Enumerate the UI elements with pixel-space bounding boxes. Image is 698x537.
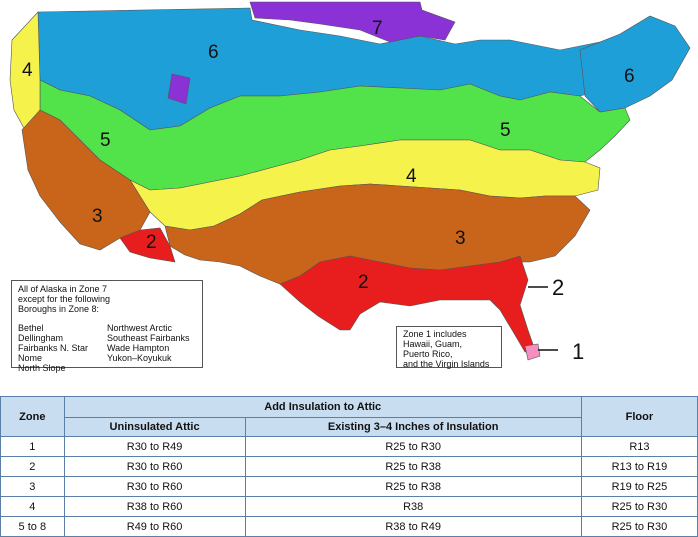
- floor-cell: R13 to R19: [580, 456, 698, 477]
- borough-name: Dellingham: [18, 333, 64, 343]
- borough-name: Nome: [18, 353, 43, 363]
- zone-cell: 3: [0, 476, 65, 497]
- zone-label-5: 5: [500, 120, 511, 141]
- zone-2-arizona-region: [119, 227, 176, 263]
- borough-name: Bethel: [18, 323, 44, 333]
- zone-label-7: 7: [372, 18, 383, 39]
- insulation-table: Zone Add Insulation to Attic Floor Unins…: [0, 396, 698, 537]
- borough-name: North Slope: [18, 363, 66, 373]
- zone-1-note-line: Puerto Rico,: [403, 349, 453, 359]
- existing-cell: R25 to R30: [244, 436, 582, 457]
- existing-cell: R38 to R49: [244, 516, 582, 537]
- zone-label-2: 2: [146, 232, 157, 253]
- zone-label-3: 3: [92, 206, 103, 227]
- borough-name: Yukon–Koyukuk: [107, 353, 172, 363]
- zone-label-6: 6: [208, 42, 219, 63]
- existing-cell: R25 to R38: [244, 476, 582, 497]
- floor-header: Floor: [580, 396, 698, 437]
- alaska-note-intro-2: except for the following: [18, 294, 111, 304]
- zone-cell: 5 to 8: [0, 516, 65, 537]
- zone-cell: 2: [0, 456, 65, 477]
- table-row: 1 R30 to R49 R25 to R30 R13: [0, 436, 698, 457]
- zone-1-note: Zone 1 includes Hawaii, Guam, Puerto Ric…: [396, 326, 502, 369]
- zone-1-note-line: and the Virgin Islands: [403, 359, 490, 369]
- add-insulation-header: Add Insulation to Attic: [63, 396, 582, 418]
- zone-label-2: 2: [358, 272, 369, 293]
- alaska-note-intro-3: Boroughs in Zone 8:: [18, 304, 100, 314]
- zone-label-6: 6: [624, 66, 635, 87]
- floor-cell: R25 to R30: [580, 496, 698, 517]
- borough-name: Wade Hampton: [107, 343, 170, 353]
- floor-cell: R25 to R30: [580, 516, 698, 537]
- zone-label-3: 3: [455, 228, 466, 249]
- alaska-note: All of Alaska in Zone 7 except for the f…: [11, 280, 203, 373]
- borough-name: Southeast Fairbanks: [107, 333, 190, 343]
- alaska-note-intro-1: All of Alaska in Zone 7: [18, 284, 108, 294]
- uninsulated-cell: R30 to R60: [63, 456, 246, 477]
- zone-cell: 4: [0, 496, 65, 517]
- zone-cell: 1: [0, 436, 65, 457]
- table-row: 3 R30 to R60 R25 to R38 R19 to R25: [0, 476, 698, 497]
- uninsulated-cell: R49 to R60: [63, 516, 246, 537]
- floor-cell: R19 to R25: [580, 476, 698, 497]
- existing-insulation-header: Existing 3–4 Inches of Insulation: [244, 417, 582, 437]
- table-row: 4 R38 to R60 R38 R25 to R30: [0, 496, 698, 517]
- zone-7-rockies-region: [167, 73, 191, 105]
- zone-label-5: 5: [100, 130, 111, 151]
- us-map-svg: 7 6 4 5 6 5 4 3 2 3 2 2 1: [9, 1, 691, 364]
- borough-name: Northwest Arctic: [107, 323, 173, 333]
- borough-name: Fairbanks N. Star: [18, 343, 89, 353]
- existing-cell: R38: [244, 496, 582, 517]
- uninsulated-attic-header: Uninsulated Attic: [63, 417, 246, 437]
- climate-zone-map: 7 6 4 5 6 5 4 3 2 3 2 2 1 All of Alaska in Zone 7 ex…: [9, 1, 691, 373]
- insulation-table-body: 1 R30 to R49 R25 to R30 R13 2 R30 to R60 R25 t…: [0, 436, 698, 537]
- uninsulated-cell: R38 to R60: [63, 496, 246, 517]
- floor-cell: R13: [580, 436, 698, 457]
- uninsulated-cell: R30 to R49: [63, 436, 246, 457]
- callout-label-2: 2: [552, 275, 564, 300]
- uninsulated-cell: R30 to R60: [63, 476, 246, 497]
- zone-1-note-line: Zone 1 includes: [403, 329, 467, 339]
- zone-6-northeast-region: [579, 15, 691, 113]
- zone-label-4: 4: [406, 166, 417, 187]
- alaska-borough-col-1: Bethel Dellingham Fairbanks N. Star Nome…: [18, 323, 107, 373]
- zone-header: Zone: [0, 396, 65, 437]
- zone-7-north-region: [249, 1, 456, 43]
- alaska-borough-col-2: Northwest Arctic Southeast Fairbanks Wad…: [107, 323, 196, 373]
- zone-3-south-region: [164, 183, 591, 285]
- existing-cell: R25 to R38: [244, 456, 582, 477]
- zone-1-florida-region: [524, 343, 541, 361]
- zone-1-note-line: Hawaii, Guam,: [403, 339, 463, 349]
- zone-label-4: 4: [22, 60, 33, 81]
- callout-label-1: 1: [572, 339, 584, 364]
- table-row: 5 to 8 R49 to R60 R38 to R49 R25 to R30: [0, 516, 698, 537]
- table-row: 2 R30 to R60 R25 to R38 R13 to R19: [0, 456, 698, 477]
